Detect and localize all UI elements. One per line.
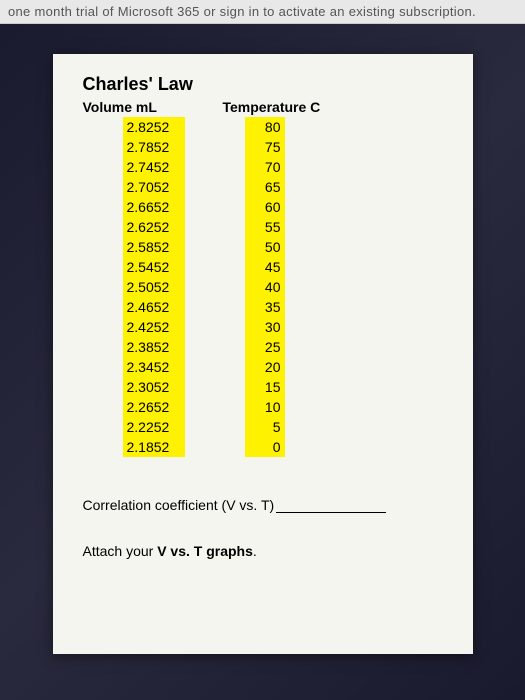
table-row: 2.5452 45 bbox=[83, 257, 363, 277]
activation-banner: one month trial of Microsoft 365 or sign… bbox=[0, 0, 525, 24]
volume-cell: 2.7052 bbox=[123, 177, 185, 197]
table-row: 2.2652 10 bbox=[83, 397, 363, 417]
temperature-cell: 20 bbox=[245, 357, 285, 377]
table-row: 2.1852 0 bbox=[83, 437, 363, 457]
table-row: 2.8252 80 bbox=[83, 117, 363, 137]
table-row: 2.5052 40 bbox=[83, 277, 363, 297]
temperature-cell: 40 bbox=[245, 277, 285, 297]
attach-suffix: . bbox=[253, 543, 257, 559]
volume-cell: 2.4652 bbox=[123, 297, 185, 317]
volume-cell: 2.6652 bbox=[123, 197, 185, 217]
cell-gap bbox=[185, 197, 245, 217]
temperature-cell: 50 bbox=[245, 237, 285, 257]
column-header-temperature: Temperature C bbox=[223, 97, 363, 117]
temperature-cell: 55 bbox=[245, 217, 285, 237]
correlation-line: Correlation coefficient (V vs. T) bbox=[83, 497, 443, 513]
cell-gap bbox=[185, 157, 245, 177]
volume-cell: 2.8252 bbox=[123, 117, 185, 137]
temperature-cell: 65 bbox=[245, 177, 285, 197]
temperature-cell: 75 bbox=[245, 137, 285, 157]
cell-gap bbox=[185, 177, 245, 197]
temperature-cell: 30 bbox=[245, 317, 285, 337]
table-row: 2.7452 70 bbox=[83, 157, 363, 177]
temperature-cell: 70 bbox=[245, 157, 285, 177]
table-row: 2.6252 55 bbox=[83, 217, 363, 237]
volume-cell: 2.3052 bbox=[123, 377, 185, 397]
cell-gap bbox=[185, 357, 245, 377]
volume-cell: 2.6252 bbox=[123, 217, 185, 237]
cell-gap bbox=[185, 217, 245, 237]
cell-gap bbox=[185, 137, 245, 157]
volume-cell: 2.7452 bbox=[123, 157, 185, 177]
attach-instruction: Attach your V vs. T graphs. bbox=[83, 543, 443, 559]
volume-cell: 2.3452 bbox=[123, 357, 185, 377]
temperature-cell: 15 bbox=[245, 377, 285, 397]
cell-gap bbox=[185, 257, 245, 277]
table-row: 2.4652 35 bbox=[83, 297, 363, 317]
table-row: 2.3852 25 bbox=[83, 337, 363, 357]
table-row: 2.4252 30 bbox=[83, 317, 363, 337]
cell-gap bbox=[185, 437, 245, 457]
data-table: Volume mL Temperature C 2.8252 80 2.7852 75… bbox=[83, 97, 363, 457]
document-page: Charles' Law Volume mL Temperature C 2.8… bbox=[53, 54, 473, 654]
correlation-label: Correlation coefficient (V vs. T) bbox=[83, 497, 275, 513]
blank-line bbox=[276, 512, 386, 513]
volume-cell: 2.2652 bbox=[123, 397, 185, 417]
attach-prefix: Attach your bbox=[83, 543, 158, 559]
temperature-cell: 60 bbox=[245, 197, 285, 217]
table-header-row: Volume mL Temperature C bbox=[83, 97, 363, 117]
cell-gap bbox=[185, 297, 245, 317]
cell-gap bbox=[185, 317, 245, 337]
cell-gap bbox=[185, 237, 245, 257]
cell-gap bbox=[185, 337, 245, 357]
volume-cell: 2.5052 bbox=[123, 277, 185, 297]
cell-gap bbox=[185, 397, 245, 417]
table-row: 2.6652 60 bbox=[83, 197, 363, 217]
volume-cell: 2.4252 bbox=[123, 317, 185, 337]
cell-gap bbox=[185, 417, 245, 437]
attach-bold: V vs. T graphs bbox=[157, 543, 253, 559]
volume-cell: 2.3852 bbox=[123, 337, 185, 357]
table-row: 2.2252 5 bbox=[83, 417, 363, 437]
cell-gap bbox=[185, 277, 245, 297]
column-header-volume: Volume mL bbox=[83, 97, 223, 117]
page-title: Charles' Law bbox=[83, 74, 443, 95]
table-row: 2.3052 15 bbox=[83, 377, 363, 397]
table-row: 2.7052 65 bbox=[83, 177, 363, 197]
temperature-cell: 0 bbox=[245, 437, 285, 457]
volume-cell: 2.7852 bbox=[123, 137, 185, 157]
table-row: 2.3452 20 bbox=[83, 357, 363, 377]
volume-cell: 2.2252 bbox=[123, 417, 185, 437]
temperature-cell: 80 bbox=[245, 117, 285, 137]
volume-cell: 2.5452 bbox=[123, 257, 185, 277]
volume-cell: 2.5852 bbox=[123, 237, 185, 257]
table-row: 2.7852 75 bbox=[83, 137, 363, 157]
cell-gap bbox=[185, 377, 245, 397]
cell-gap bbox=[185, 117, 245, 137]
temperature-cell: 35 bbox=[245, 297, 285, 317]
temperature-cell: 45 bbox=[245, 257, 285, 277]
temperature-cell: 25 bbox=[245, 337, 285, 357]
volume-cell: 2.1852 bbox=[123, 437, 185, 457]
table-row: 2.5852 50 bbox=[83, 237, 363, 257]
temperature-cell: 10 bbox=[245, 397, 285, 417]
temperature-cell: 5 bbox=[245, 417, 285, 437]
